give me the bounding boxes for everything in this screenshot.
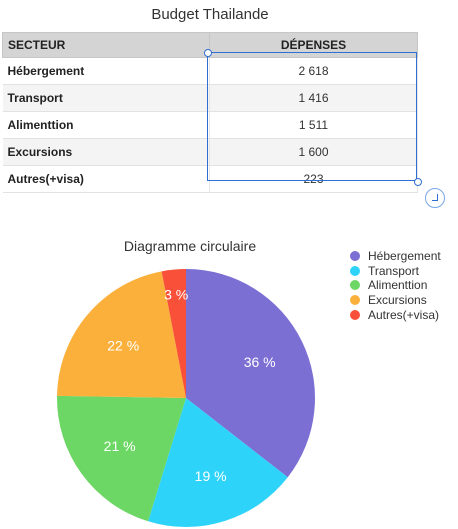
pie-slice-3[interactable] (57, 395, 186, 522)
pie-data-label: 3 % (164, 286, 188, 302)
pie-slice-4[interactable] (57, 271, 186, 398)
legend-swatch-icon (350, 251, 360, 262)
pie-slice-2[interactable] (148, 398, 288, 527)
legend-label: Alimenttion (368, 278, 428, 293)
legend-label: Transport (368, 263, 419, 278)
cell-depenses[interactable]: 2 618 (209, 57, 418, 85)
pie-slice-5[interactable] (161, 269, 186, 398)
cell-depenses[interactable]: 1 600 (209, 138, 418, 166)
pie-slice-1[interactable] (186, 269, 315, 478)
cell-secteur[interactable]: Autres(+visa) (2, 165, 210, 193)
cell-secteur[interactable]: Hébergement (2, 57, 210, 85)
table-row: Transport 1 416 (2, 84, 418, 112)
cell-depenses[interactable]: 223 (209, 165, 418, 193)
cell-secteur[interactable]: Alimenttion (2, 111, 210, 139)
cell-secteur[interactable]: Excursions (2, 138, 210, 166)
selection-handle-bottom-right[interactable] (414, 178, 422, 186)
legend-swatch-icon (350, 295, 360, 306)
table-row: Alimenttion 1 511 (2, 111, 418, 139)
legend-label: Excursions (368, 293, 427, 308)
legend-item[interactable]: Autres(+visa) (350, 307, 441, 322)
legend-swatch-icon (350, 280, 360, 291)
table-resize-icon[interactable] (425, 188, 445, 208)
table-row: Hébergement 2 618 (2, 57, 418, 85)
chart-title: Diagramme circulaire (123, 238, 257, 254)
header-depenses[interactable]: DÉPENSES (209, 32, 418, 58)
table-row: Excursions 1 600 (2, 138, 418, 166)
chart-legend[interactable]: Hébergement Transport Alimenttion Excursion… (350, 249, 441, 322)
legend-item[interactable]: Alimenttion (350, 278, 441, 293)
legend-item[interactable]: Excursions (350, 293, 441, 308)
cell-secteur[interactable]: Transport (2, 84, 210, 112)
legend-item[interactable]: Hébergement (350, 249, 441, 264)
legend-label: Autres(+visa) (368, 307, 440, 322)
budget-table[interactable]: SECTEUR DÉPENSES Hébergement 2 618 Trans… (2, 32, 418, 193)
legend-swatch-icon (350, 265, 360, 276)
cell-depenses[interactable]: 1 511 (209, 111, 418, 139)
table-row: Autres(+visa) 223 (2, 165, 418, 193)
pie-data-label: 36 % (244, 354, 276, 370)
legend-item[interactable]: Transport (350, 264, 441, 279)
pie-data-label: 21 % (104, 438, 136, 454)
table-header-row: SECTEUR DÉPENSES (2, 32, 418, 58)
table-title: Budget Thailande (151, 6, 269, 23)
pie-data-label: 19 % (195, 468, 227, 484)
cell-depenses[interactable]: 1 416 (209, 84, 418, 112)
legend-label: Hébergement (368, 249, 441, 264)
selection-handle-top-left[interactable] (204, 49, 212, 57)
legend-swatch-icon (350, 309, 360, 320)
pie-data-label: 22 % (107, 337, 139, 353)
